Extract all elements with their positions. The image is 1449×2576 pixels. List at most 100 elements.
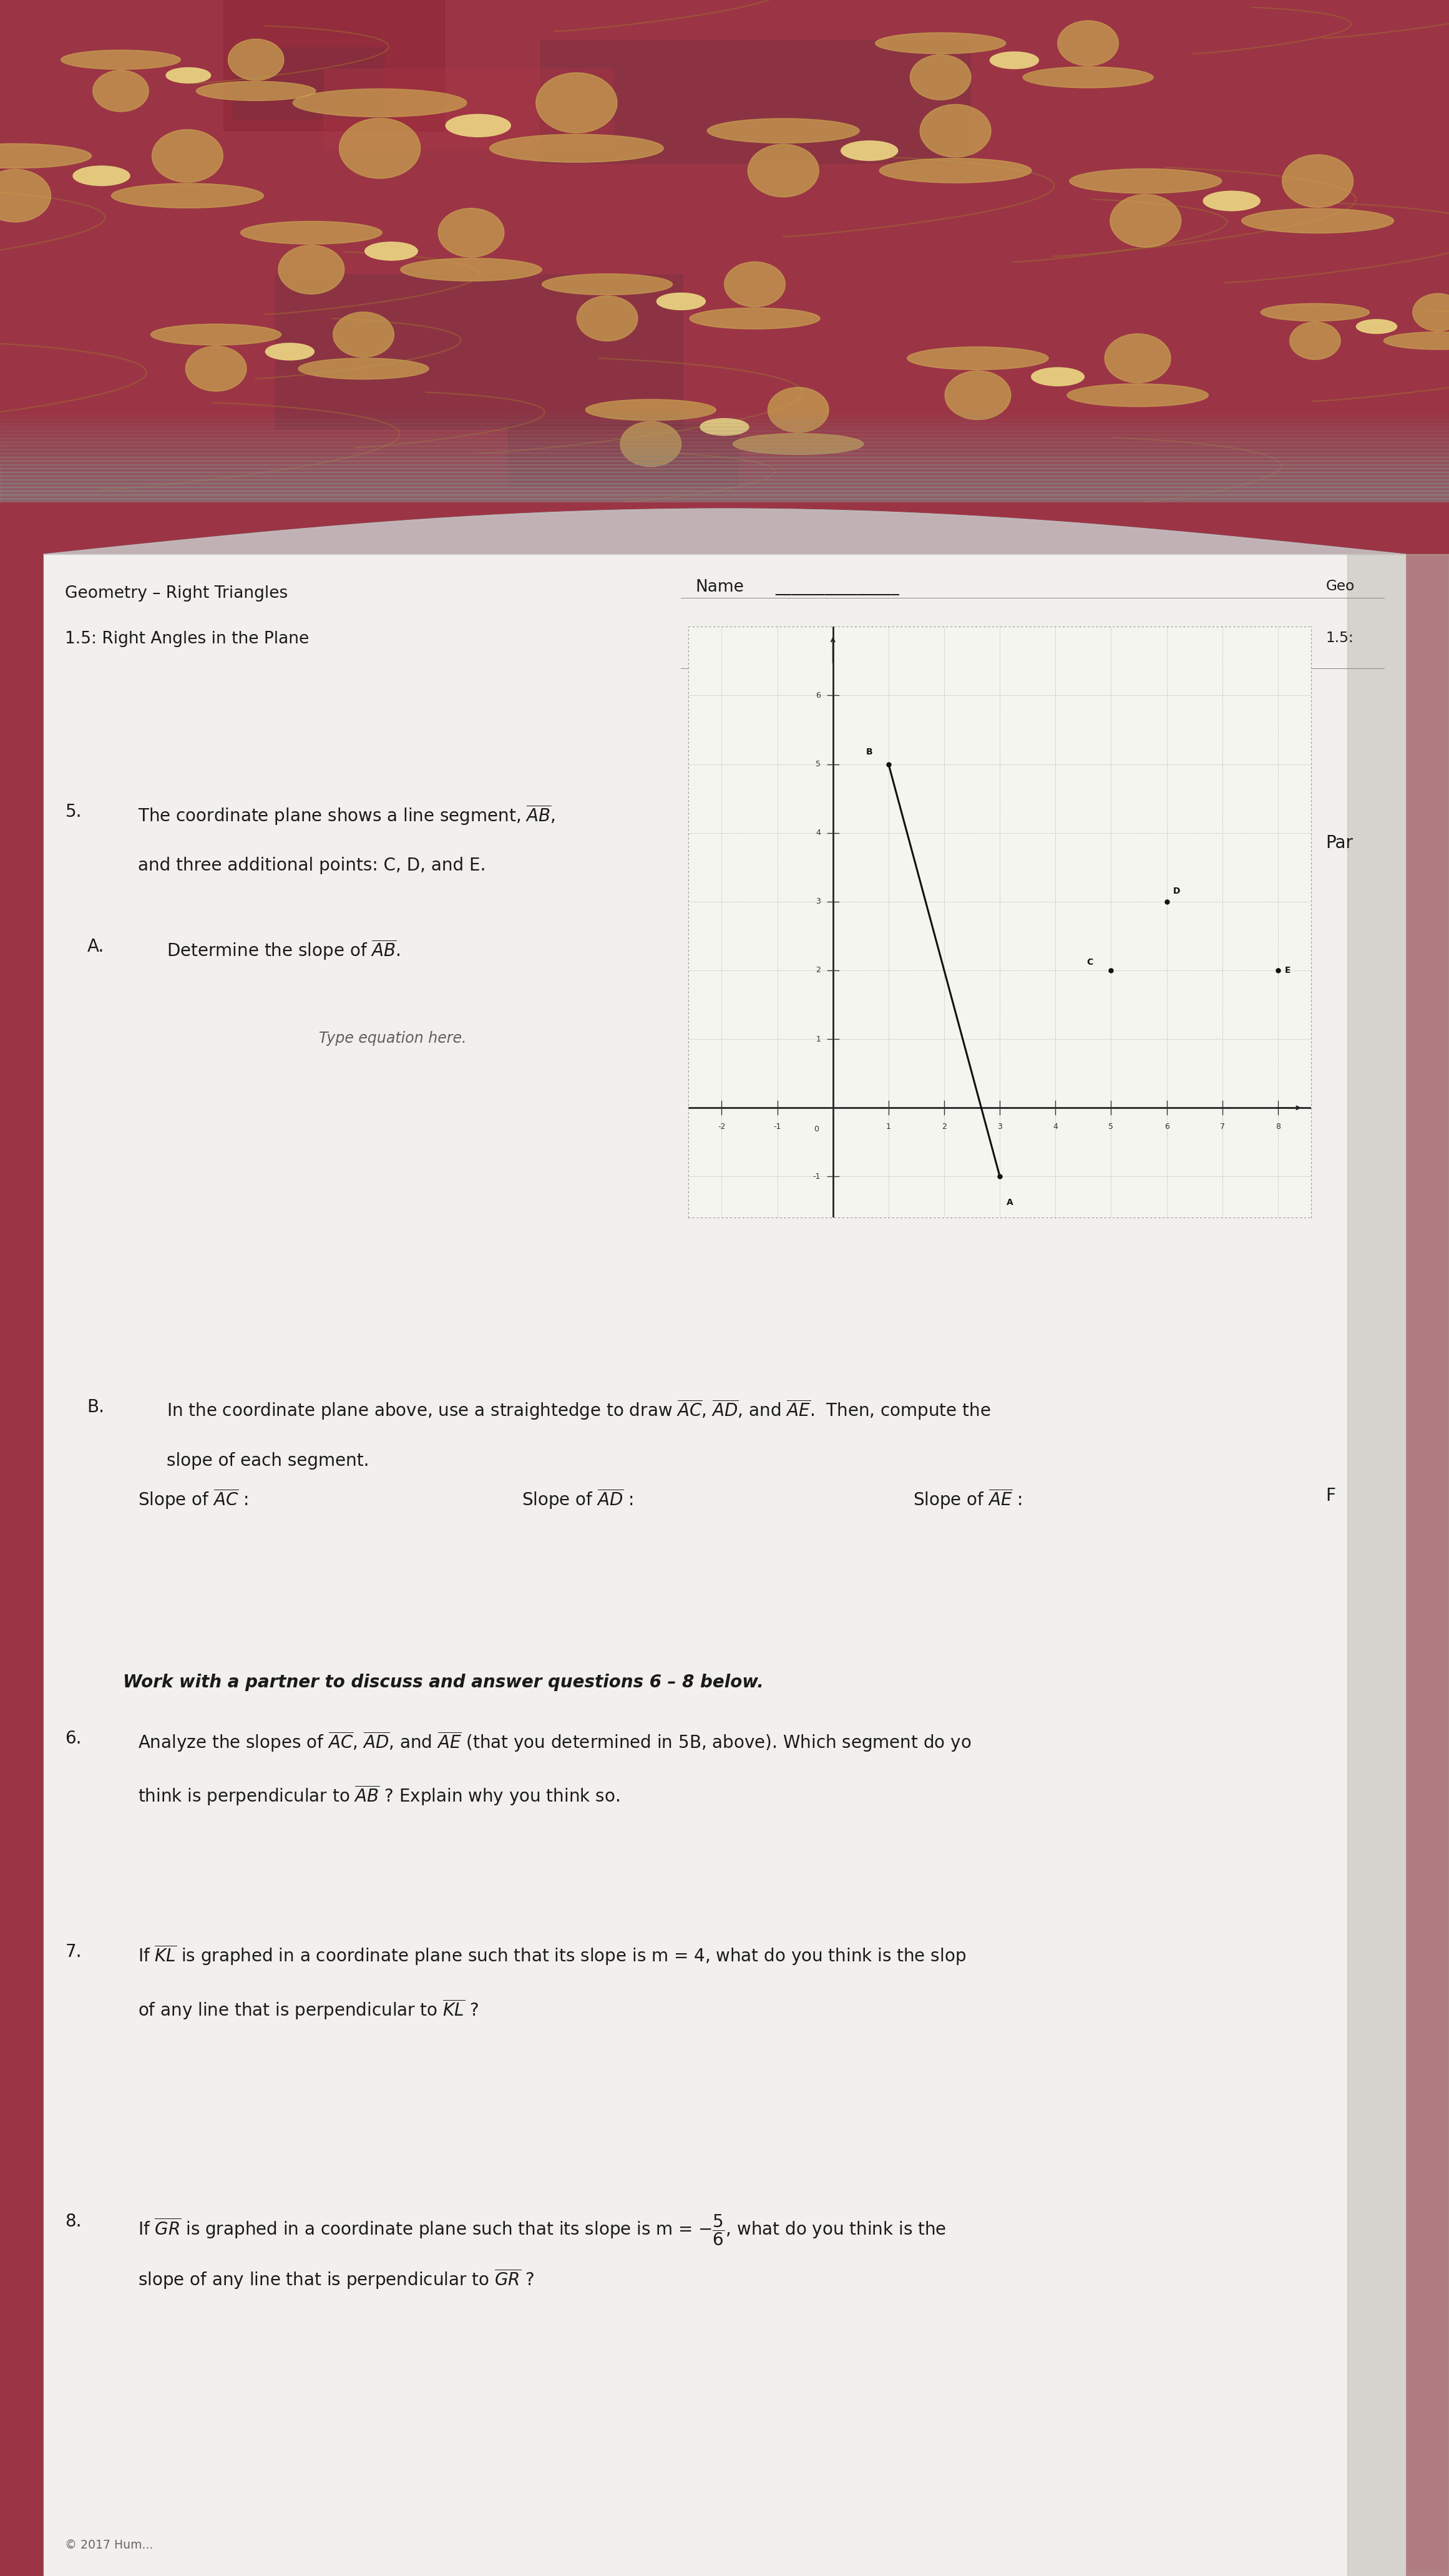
Circle shape bbox=[1032, 368, 1084, 386]
Ellipse shape bbox=[1290, 322, 1340, 361]
Ellipse shape bbox=[151, 325, 281, 345]
Text: 7.: 7. bbox=[65, 1942, 81, 1960]
Ellipse shape bbox=[1069, 170, 1222, 193]
Bar bbox=[0, 477, 1449, 479]
Ellipse shape bbox=[724, 263, 785, 307]
Bar bbox=[0, 471, 1449, 477]
Bar bbox=[0, 484, 1449, 487]
Text: 8.: 8. bbox=[65, 2213, 81, 2231]
Text: D: D bbox=[1174, 886, 1181, 896]
Text: Work with a partner to discuss and answer questions 6 – 8 below.: Work with a partner to discuss and answe… bbox=[123, 1674, 764, 1692]
Bar bbox=[0, 469, 1449, 471]
Ellipse shape bbox=[536, 72, 617, 134]
Text: 1: 1 bbox=[816, 1036, 820, 1043]
Ellipse shape bbox=[227, 39, 284, 80]
Text: Date: Date bbox=[949, 631, 988, 647]
Bar bbox=[0, 456, 1449, 461]
Circle shape bbox=[72, 165, 130, 185]
Text: and three additional points: C, D, and E.: and three additional points: C, D, and E… bbox=[138, 858, 485, 873]
Ellipse shape bbox=[112, 183, 264, 209]
Text: Determine the slope of $\overline{AB}$.: Determine the slope of $\overline{AB}$. bbox=[167, 938, 400, 961]
Bar bbox=[507, 422, 739, 484]
Text: 1: 1 bbox=[887, 1123, 891, 1131]
Ellipse shape bbox=[1413, 294, 1449, 332]
Bar bbox=[0, 479, 1449, 484]
Ellipse shape bbox=[880, 157, 1032, 183]
Text: 4: 4 bbox=[816, 829, 820, 837]
Text: -1: -1 bbox=[813, 1172, 820, 1180]
Text: 6.: 6. bbox=[65, 1731, 81, 1747]
Bar bbox=[0, 461, 1449, 464]
Ellipse shape bbox=[920, 106, 991, 157]
Text: Pd: Pd bbox=[696, 631, 716, 647]
Bar bbox=[0, 446, 1449, 451]
Bar bbox=[0, 430, 1449, 435]
Text: 1.5: Right Angles in the Plane: 1.5: Right Angles in the Plane bbox=[65, 631, 309, 647]
Bar bbox=[0, 422, 1449, 428]
Ellipse shape bbox=[577, 296, 638, 340]
Bar bbox=[0, 497, 1449, 502]
Text: 5: 5 bbox=[816, 760, 820, 768]
Ellipse shape bbox=[438, 209, 504, 258]
Text: E: E bbox=[1285, 966, 1291, 974]
Ellipse shape bbox=[1104, 335, 1171, 384]
Circle shape bbox=[265, 343, 314, 361]
Ellipse shape bbox=[1023, 67, 1153, 88]
Ellipse shape bbox=[0, 170, 51, 222]
Text: 6: 6 bbox=[1164, 1123, 1169, 1131]
Ellipse shape bbox=[1384, 332, 1449, 350]
Text: _________: _________ bbox=[1022, 631, 1095, 647]
Ellipse shape bbox=[185, 345, 246, 392]
Bar bbox=[0, 443, 1449, 446]
Bar bbox=[275, 276, 682, 428]
Text: B: B bbox=[865, 747, 872, 757]
Bar bbox=[0, 435, 1449, 438]
Text: A: A bbox=[1007, 1198, 1013, 1208]
Ellipse shape bbox=[61, 49, 181, 70]
Text: In the coordinate plane above, use a straightedge to draw $\overline{AC}$, $\ove: In the coordinate plane above, use a str… bbox=[167, 1399, 991, 1422]
Text: slope of any line that is perpendicular to $\overline{GR}$ ?: slope of any line that is perpendicular … bbox=[138, 2267, 535, 2290]
Ellipse shape bbox=[1058, 21, 1119, 67]
Ellipse shape bbox=[875, 33, 1006, 54]
Ellipse shape bbox=[241, 222, 383, 245]
Text: B.: B. bbox=[87, 1399, 104, 1417]
Text: F: F bbox=[1326, 1486, 1336, 1504]
Circle shape bbox=[365, 242, 417, 260]
Ellipse shape bbox=[278, 245, 345, 294]
Text: 2: 2 bbox=[816, 966, 820, 974]
Ellipse shape bbox=[542, 273, 672, 294]
Text: Slope of $\overline{AC}$ :: Slope of $\overline{AC}$ : bbox=[138, 1486, 248, 1512]
Bar bbox=[0, 438, 1449, 443]
Text: © 2017 Hum...: © 2017 Hum... bbox=[65, 2540, 154, 2550]
Bar bbox=[0, 412, 1449, 415]
Text: slope of each segment.: slope of each segment. bbox=[167, 1453, 369, 1468]
Bar bbox=[0, 415, 1449, 420]
Text: 3: 3 bbox=[816, 896, 820, 907]
Text: Slope of $\overline{AD}$ :: Slope of $\overline{AD}$ : bbox=[522, 1486, 633, 1512]
Ellipse shape bbox=[690, 309, 820, 330]
Ellipse shape bbox=[1242, 209, 1394, 232]
Ellipse shape bbox=[768, 386, 829, 433]
Text: 0: 0 bbox=[814, 1126, 819, 1133]
Ellipse shape bbox=[585, 399, 716, 420]
Ellipse shape bbox=[748, 144, 819, 196]
Ellipse shape bbox=[707, 118, 859, 144]
Bar bbox=[0, 407, 1449, 412]
Bar bbox=[0, 448, 1449, 453]
Circle shape bbox=[167, 67, 210, 82]
Bar bbox=[0, 492, 1449, 495]
Text: _________: _________ bbox=[739, 631, 813, 647]
Text: 3: 3 bbox=[997, 1123, 1003, 1131]
Ellipse shape bbox=[333, 312, 394, 358]
Circle shape bbox=[700, 417, 749, 435]
Ellipse shape bbox=[910, 54, 971, 100]
Text: Type equation here.: Type equation here. bbox=[319, 1030, 467, 1046]
Ellipse shape bbox=[400, 258, 542, 281]
Ellipse shape bbox=[907, 348, 1049, 371]
Ellipse shape bbox=[1261, 304, 1369, 322]
Bar bbox=[233, 49, 384, 118]
Ellipse shape bbox=[945, 371, 1011, 420]
Bar bbox=[323, 70, 613, 149]
Text: think is perpendicular to $\overline{AB}$ ? Explain why you think so.: think is perpendicular to $\overline{AB}… bbox=[138, 1783, 619, 1808]
Text: 4: 4 bbox=[1053, 1123, 1058, 1131]
